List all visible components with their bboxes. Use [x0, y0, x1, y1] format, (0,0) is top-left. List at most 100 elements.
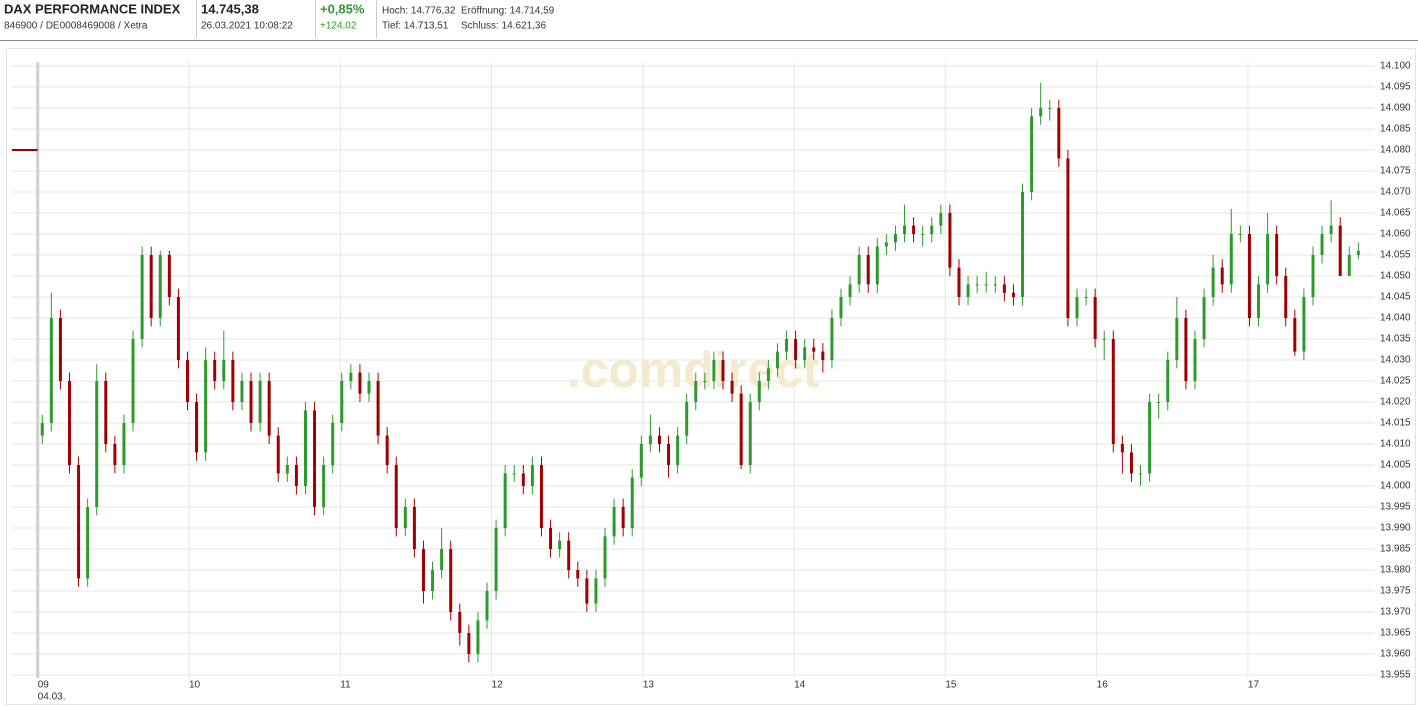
candle-body	[639, 444, 643, 478]
candle-body	[58, 318, 62, 381]
header-bg	[0, 0, 1418, 40]
y-tick-label: 13.980	[1380, 565, 1411, 576]
candle-body	[140, 255, 144, 339]
candle-body	[1202, 297, 1206, 339]
candle-body	[857, 255, 861, 285]
candle-body	[1120, 444, 1124, 453]
candle-body	[403, 507, 407, 528]
candle-body	[1184, 318, 1188, 381]
candle-body	[158, 255, 162, 318]
candle-body	[921, 234, 925, 235]
candle-body	[1211, 267, 1215, 297]
candle-body	[1257, 284, 1261, 318]
candle-body	[267, 381, 271, 436]
candle-body	[1320, 234, 1324, 255]
y-tick-label: 14.040	[1380, 313, 1411, 324]
candle-body	[485, 591, 489, 621]
candle-body	[122, 423, 126, 465]
candle-body	[621, 507, 625, 528]
candle-body	[957, 267, 961, 297]
candle-body	[521, 473, 525, 486]
x-tick-label: 16	[1097, 680, 1109, 691]
candle-body	[458, 612, 462, 633]
y-tick-label: 14.030	[1380, 355, 1411, 366]
candle-body	[303, 410, 307, 486]
candle-body	[803, 347, 807, 360]
candle-body	[603, 536, 607, 579]
timestamp: 26.03.2021 10:08:22	[201, 21, 293, 32]
grid	[12, 62, 1375, 678]
candle-body	[331, 423, 335, 465]
candle-body	[1247, 234, 1251, 318]
y-tick-label: 14.065	[1380, 208, 1411, 219]
candle-body	[67, 381, 71, 465]
candle-body	[294, 465, 298, 486]
candle-body	[676, 435, 680, 465]
candle-body	[748, 402, 752, 465]
y-tick-label: 13.975	[1380, 586, 1411, 597]
y-tick-label: 14.080	[1380, 145, 1411, 156]
y-tick-label: 14.015	[1380, 418, 1411, 429]
close: Schluss: 14.621,36	[461, 21, 546, 32]
candle-body	[730, 381, 734, 394]
candle-body	[567, 540, 571, 570]
y-tick-label: 14.005	[1380, 460, 1411, 471]
y-tick-label: 13.985	[1380, 544, 1411, 555]
candle-body	[86, 507, 90, 579]
candle-body	[884, 242, 888, 247]
candle-body	[1002, 284, 1006, 293]
candle-body	[249, 381, 253, 423]
candle-body	[467, 633, 471, 654]
candle-body	[821, 351, 825, 360]
candle-body	[512, 473, 516, 475]
candle-body	[993, 284, 997, 286]
candle-body	[494, 528, 498, 591]
change-percent: +0,85%	[320, 1, 365, 16]
y-tick-label: 13.955	[1380, 670, 1411, 681]
candle-body	[167, 255, 171, 297]
candle-body	[866, 255, 870, 285]
change-abs: +124,02	[320, 21, 357, 32]
candle-body	[739, 393, 743, 465]
candle-body	[1293, 318, 1297, 352]
candle-body	[712, 360, 716, 381]
candle-body	[1057, 108, 1061, 159]
y-tick-label: 14.055	[1380, 250, 1411, 261]
candle-body	[1093, 297, 1097, 339]
candle-body	[104, 381, 108, 444]
y-tick-label: 14.090	[1380, 103, 1411, 114]
candle-body	[503, 473, 507, 528]
marks	[12, 82, 1360, 663]
x-tick-label: 10	[189, 680, 201, 691]
candle-body	[648, 435, 652, 444]
y-tick-label: 14.075	[1380, 166, 1411, 177]
candle-body	[585, 578, 589, 604]
candle-body	[839, 297, 843, 318]
candle-body	[1111, 339, 1115, 444]
candle-body	[893, 234, 897, 243]
candle-body	[358, 372, 362, 394]
candle-body	[322, 465, 326, 507]
x-tick-label: 15	[945, 680, 957, 691]
candle-body	[476, 620, 480, 654]
candle-body	[185, 360, 189, 402]
y-tick-label: 14.095	[1380, 82, 1411, 93]
candle-body	[830, 318, 834, 360]
candle-body	[667, 444, 671, 465]
x-tick-label: 13	[643, 680, 655, 691]
candle-body	[213, 360, 217, 381]
candle-body	[1075, 297, 1079, 318]
candle-body	[694, 381, 698, 402]
candle-body	[313, 410, 317, 507]
candle-body	[1193, 339, 1197, 381]
candle-body	[766, 368, 770, 381]
candle-body	[984, 284, 988, 286]
candle-body	[930, 225, 934, 234]
y-tick-label: 14.070	[1380, 187, 1411, 198]
y-tick-label: 13.965	[1380, 628, 1411, 639]
candle-body	[1329, 225, 1333, 234]
x-start-date: 04.03.	[38, 692, 66, 703]
candle-body	[630, 477, 634, 528]
